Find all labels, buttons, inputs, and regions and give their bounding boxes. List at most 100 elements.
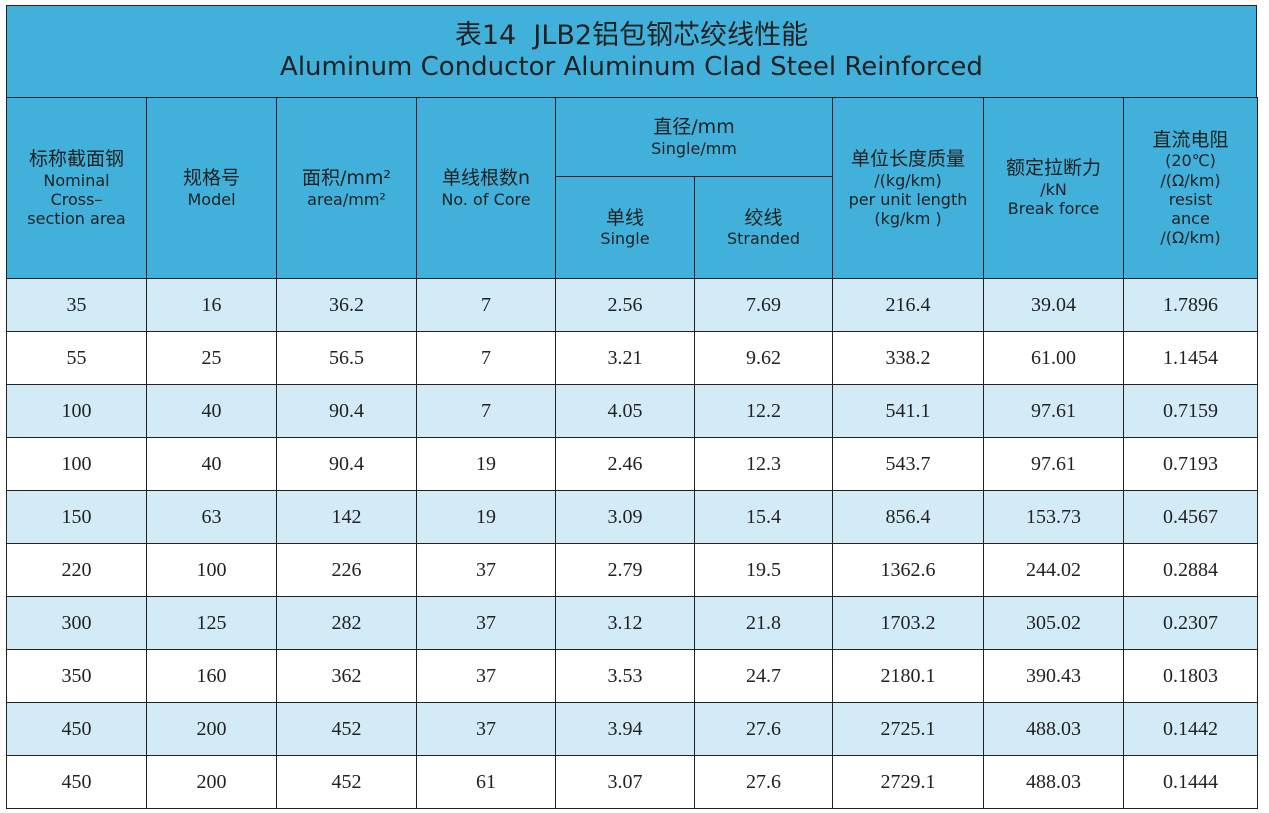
header-text: (kg/km ) <box>874 208 942 228</box>
header-text: 单线根数n <box>441 167 531 189</box>
table-cell: 226 <box>276 543 417 597</box>
title-zh: 表14 JLB2铝包钢芯绞线性能 <box>454 19 809 51</box>
table-cell: 40 <box>146 437 277 491</box>
header-text: Cross– <box>50 189 103 209</box>
header-text: Single/mm <box>651 138 737 158</box>
header-text: Nominal <box>43 170 110 190</box>
table-cell: 37 <box>416 702 556 756</box>
table-cell: 362 <box>276 649 417 703</box>
header-cell: 单位长度质量/(kg/km) per unit length (kg/km ) <box>832 97 984 279</box>
table-cell: 12.3 <box>694 437 833 491</box>
table-cell: 200 <box>146 755 277 809</box>
table-cell: 37 <box>416 596 556 650</box>
table-cell: 56.5 <box>276 331 417 385</box>
table-cell: 61.00 <box>983 331 1124 385</box>
table-cell: 450 <box>6 755 147 809</box>
header-cell: 额定拉断力/kN Break force <box>983 97 1124 279</box>
table-cell: 0.2307 <box>1123 596 1258 650</box>
header-cell: 绞线 Stranded <box>694 176 833 279</box>
table-cell: 100 <box>146 543 277 597</box>
table-cell: 35 <box>6 278 147 332</box>
table-cell: 39.04 <box>983 278 1124 332</box>
table-cell: 488.03 <box>983 702 1124 756</box>
table-cell: 37 <box>416 649 556 703</box>
header-text: per unit length <box>848 189 968 209</box>
table-cell: 27.6 <box>694 755 833 809</box>
table-cell: 350 <box>6 649 147 703</box>
table-cell: 0.2884 <box>1123 543 1258 597</box>
table-cell: 16 <box>146 278 277 332</box>
table-cell: 3.21 <box>555 331 695 385</box>
header-text: 额定拉断力 <box>1005 157 1101 180</box>
table-cell: 543.7 <box>832 437 984 491</box>
table-cell: 1703.2 <box>832 596 984 650</box>
header-text: /kN <box>1040 180 1067 200</box>
table-cell: 7 <box>416 384 556 438</box>
header-text: 标称截面钢 <box>28 147 124 170</box>
header-text: /(kg/km) <box>874 170 942 190</box>
table-cell: 338.2 <box>832 331 984 385</box>
table-cell: 541.1 <box>832 384 984 438</box>
table-cell: 300 <box>6 596 147 650</box>
table-cell: 0.4567 <box>1123 490 1258 544</box>
header-text: resist <box>1168 189 1213 209</box>
header-cell: 单线根数n No. of Core <box>416 97 556 279</box>
table-cell: 160 <box>146 649 277 703</box>
header-cell: 规格号 Model <box>146 97 277 279</box>
header-text: Single <box>600 229 650 249</box>
table-cell: 452 <box>276 755 417 809</box>
header-text: Stranded <box>726 229 801 249</box>
table-cell: 3.09 <box>555 490 695 544</box>
table-cell: 0.7193 <box>1123 437 1258 491</box>
table-cell: 150 <box>6 490 147 544</box>
table-cell: 0.1803 <box>1123 649 1258 703</box>
header-text: /(Ω/km) <box>1160 228 1221 248</box>
table-cell: 153.73 <box>983 490 1124 544</box>
table-cell: 25 <box>146 331 277 385</box>
table-cell: 200 <box>146 702 277 756</box>
title-bar: 表14 JLB2铝包钢芯绞线性能 Aluminum Conductor Alum… <box>6 5 1257 98</box>
table-cell: 63 <box>146 490 277 544</box>
header-text: 直流电阻 <box>1152 128 1229 151</box>
table-cell: 100 <box>6 437 147 491</box>
table-cell: 37 <box>416 543 556 597</box>
header-text: 单位长度质量 <box>850 147 965 170</box>
table-cell: 27.6 <box>694 702 833 756</box>
header-text: 面积/mm² <box>301 167 392 189</box>
table-cell: 2725.1 <box>832 702 984 756</box>
table-cell: 7 <box>416 278 556 332</box>
table-cell: 55 <box>6 331 147 385</box>
table-cell: 90.4 <box>276 384 417 438</box>
table-cell: 21.8 <box>694 596 833 650</box>
table-cell: 36.2 <box>276 278 417 332</box>
table-cell: 0.1444 <box>1123 755 1258 809</box>
table-cell: 4.05 <box>555 384 695 438</box>
table-cell: 2.46 <box>555 437 695 491</box>
table-cell: 3.12 <box>555 596 695 650</box>
header-text: 规格号 <box>182 167 240 189</box>
table-cell: 488.03 <box>983 755 1124 809</box>
table-cell: 856.4 <box>832 490 984 544</box>
table-cell: 0.7159 <box>1123 384 1258 438</box>
table-cell: 0.1442 <box>1123 702 1258 756</box>
table-cell: 2.56 <box>555 278 695 332</box>
header-cell: 单线 Single <box>555 176 695 279</box>
table-cell: 19 <box>416 490 556 544</box>
header-text: Model <box>187 189 236 209</box>
header-text: ance <box>1171 208 1210 228</box>
title-en: Aluminum Conductor Aluminum Clad Steel R… <box>280 52 983 83</box>
table-cell: 1362.6 <box>832 543 984 597</box>
table-cell: 220 <box>6 543 147 597</box>
header-group: 直径/mm Single/mm <box>555 97 833 177</box>
table-cell: 61 <box>416 755 556 809</box>
table-cell: 3.07 <box>555 755 695 809</box>
table-cell: 450 <box>6 702 147 756</box>
table-cell: 90.4 <box>276 437 417 491</box>
table-cell: 7 <box>416 331 556 385</box>
table-cell: 40 <box>146 384 277 438</box>
table-cell: 15.4 <box>694 490 833 544</box>
table-cell: 282 <box>276 596 417 650</box>
table-cell: 3.53 <box>555 649 695 703</box>
table-cell: 142 <box>276 490 417 544</box>
